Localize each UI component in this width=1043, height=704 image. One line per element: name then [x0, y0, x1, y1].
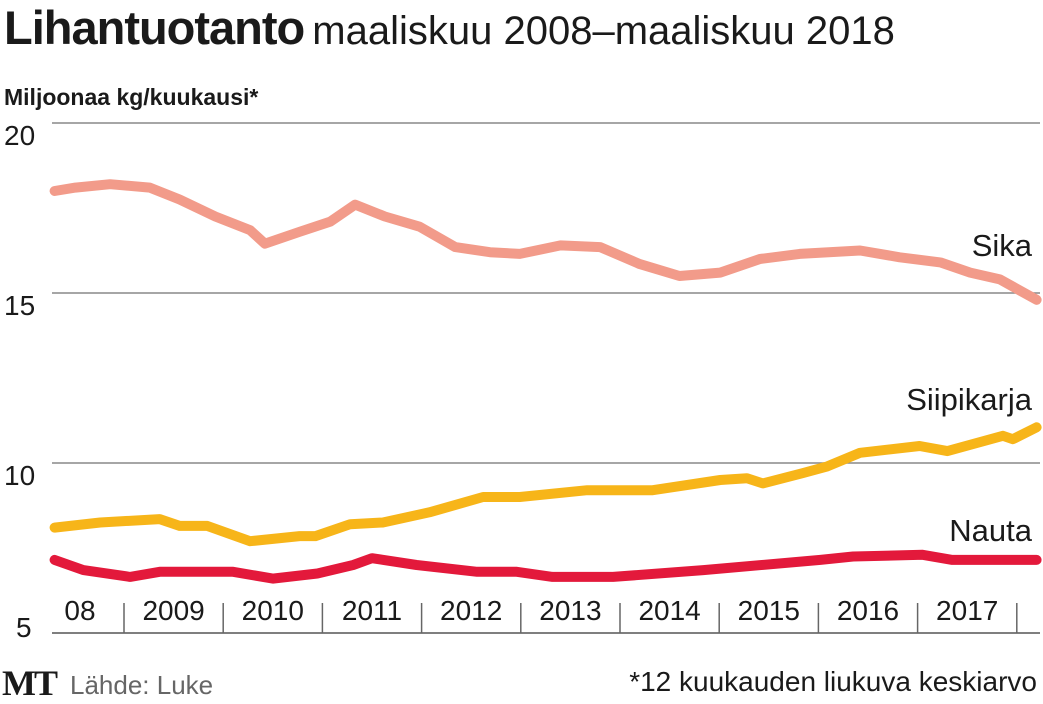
y-tick-label: 5 — [16, 612, 32, 643]
x-tick-label: 2011 — [342, 595, 402, 626]
x-tick-label: 2015 — [738, 595, 800, 626]
x-tick-label: 2010 — [242, 595, 304, 626]
y-tick-label: 10 — [4, 460, 35, 491]
chart-title-main: Lihantuotanto — [4, 1, 305, 54]
mt-logo: MT — [2, 663, 58, 703]
x-tick-label: 2012 — [440, 595, 502, 626]
series-line-nauta — [49, 549, 1042, 584]
footnote-text: *12 kuukauden liukuva keskiarvo — [629, 666, 1037, 697]
chart-title: Lihantuotanto maaliskuu 2008–maaliskuu 20… — [4, 0, 895, 55]
series-label-siipikarja: Siipikarja — [906, 382, 1033, 417]
x-tick-label: 2017 — [936, 595, 998, 626]
x-tick-label: 2009 — [142, 595, 204, 626]
chart-subtitle: maaliskuu 2008–maaliskuu 2018 — [312, 9, 895, 53]
source-text: Lähde: Luke — [70, 670, 214, 700]
series-line-sika — [49, 179, 1042, 305]
x-tick-label: 2016 — [837, 595, 899, 626]
x-tick-label: 08 — [64, 595, 95, 626]
x-tick-label: 2014 — [638, 595, 700, 626]
y-axis-label: Miljoonaa kg/kuukausi* — [4, 84, 259, 110]
y-tick-label: 20 — [4, 120, 35, 151]
x-tick-label: 2013 — [539, 595, 601, 626]
y-tick-label: 15 — [4, 290, 35, 321]
series-label-sika: Sika — [972, 228, 1033, 263]
series-line-siipikarja — [49, 422, 1042, 547]
series-label-nauta: Nauta — [949, 513, 1032, 548]
